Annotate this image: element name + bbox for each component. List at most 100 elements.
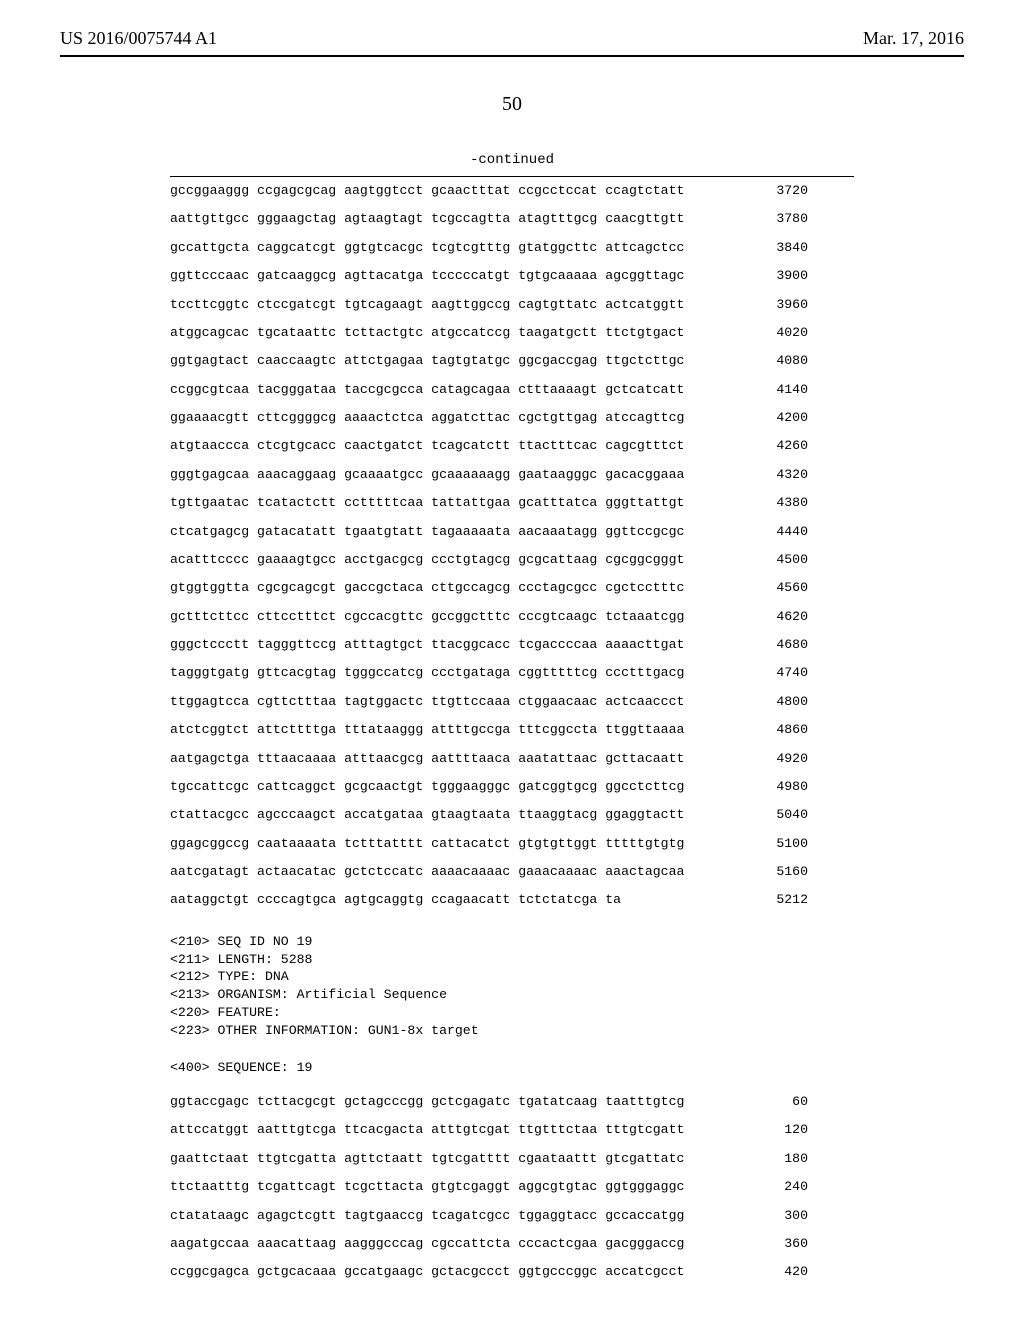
sequence-position: 4080 (730, 347, 808, 375)
sequence-row: ggtaccgagc tcttacgcgt gctagcccgg gctcgag… (170, 1088, 964, 1116)
sequence-text: ggaaaacgtt cttcggggcg aaaactctca aggatct… (170, 404, 730, 432)
sequence-row: ctattacgcc agcccaagct accatgataa gtaagta… (170, 801, 964, 829)
sequence-row: tagggtgatg gttcacgtag tgggccatcg ccctgat… (170, 659, 964, 687)
metadata-line: <220> FEATURE: (170, 1004, 964, 1022)
sequence-position: 4980 (730, 773, 808, 801)
sequence-position: 5212 (730, 886, 808, 914)
page-header: US 2016/0075744 A1 Mar. 17, 2016 (60, 28, 964, 49)
sequence-text: gggtgagcaa aaacaggaag gcaaaatgcc gcaaaaa… (170, 461, 730, 489)
sequence-text: gggctccctt tagggttccg atttagtgct ttacggc… (170, 631, 730, 659)
sequence-text: ctattacgcc agcccaagct accatgataa gtaagta… (170, 801, 730, 829)
page-container: US 2016/0075744 A1 Mar. 17, 2016 50 -con… (0, 0, 1024, 1320)
sequence-text: attccatggt aatttgtcga ttcacgacta atttgtc… (170, 1116, 730, 1144)
sequence-text: acatttcccc gaaaagtgcc acctgacgcg ccctgta… (170, 546, 730, 574)
sequence-row: aatgagctga tttaacaaaa atttaacgcg aatttta… (170, 745, 964, 773)
sequence-row: atggcagcac tgcataattc tcttactgtc atgccat… (170, 319, 964, 347)
sequence-position: 3840 (730, 234, 808, 262)
sequence-header: <400> SEQUENCE: 19 (170, 1060, 312, 1075)
sequence-position: 4440 (730, 518, 808, 546)
sequence-position: 5160 (730, 858, 808, 886)
sequence-position: 4680 (730, 631, 808, 659)
sequence-position: 4320 (730, 461, 808, 489)
sequence-row: acatttcccc gaaaagtgcc acctgacgcg ccctgta… (170, 546, 964, 574)
sequence-text: tgttgaatac tcatactctt cctttttcaa tattatt… (170, 489, 730, 517)
sequence-text: ggagcggccg caataaaata tctttatttt cattaca… (170, 830, 730, 858)
sequence-text: atggcagcac tgcataattc tcttactgtc atgccat… (170, 319, 730, 347)
sequence-text: ttggagtcca cgttctttaa tagtggactc ttgttcc… (170, 688, 730, 716)
sequence-row: ttctaatttg tcgattcagt tcgcttacta gtgtcga… (170, 1173, 964, 1201)
sequence-position: 60 (730, 1088, 808, 1116)
metadata-line: <211> LENGTH: 5288 (170, 951, 964, 969)
sequence-text: ccggcgtcaa tacgggataa taccgcgcca catagca… (170, 376, 730, 404)
sequence-position: 180 (730, 1145, 808, 1173)
metadata-line: <213> ORGANISM: Artificial Sequence (170, 986, 964, 1004)
sequence-position: 3780 (730, 205, 808, 233)
sequence-row: gggctccctt tagggttccg atttagtgct ttacggc… (170, 631, 964, 659)
header-rule (60, 55, 964, 57)
sequence-position: 4380 (730, 489, 808, 517)
sequence-position: 4500 (730, 546, 808, 574)
sequence-row: ggtgagtact caaccaagtc attctgagaa tagtgta… (170, 347, 964, 375)
sequence-row: aagatgccaa aaacattaag aagggcccag cgccatt… (170, 1230, 964, 1258)
sequence-text: ctcatgagcg gatacatatt tgaatgtatt tagaaaa… (170, 518, 730, 546)
sequence-position: 360 (730, 1230, 808, 1258)
sequence-row: gccattgcta caggcatcgt ggtgtcacgc tcgtcgt… (170, 234, 964, 262)
sequence-position: 120 (730, 1116, 808, 1144)
sequence-row: attccatggt aatttgtcga ttcacgacta atttgtc… (170, 1116, 964, 1144)
sequence-position: 5040 (730, 801, 808, 829)
sequence-row: ctatataagc agagctcgtt tagtgaaccg tcagatc… (170, 1202, 964, 1230)
sequence-row: ctcatgagcg gatacatatt tgaatgtatt tagaaaa… (170, 518, 964, 546)
sequence-text: atctcggtct attcttttga tttataaggg attttgc… (170, 716, 730, 744)
sequence-position: 3720 (730, 177, 808, 205)
sequence-text: gctttcttcc cttcctttct cgccacgttc gccggct… (170, 603, 730, 631)
sequence-text: aattgttgcc gggaagctag agtaagtagt tcgccag… (170, 205, 730, 233)
sequence-position: 4740 (730, 659, 808, 687)
sequence-position: 4800 (730, 688, 808, 716)
publication-date: Mar. 17, 2016 (863, 28, 964, 49)
sequence-row: ggagcggccg caataaaata tctttatttt cattaca… (170, 830, 964, 858)
sequence-row: gaattctaat ttgtcgatta agttctaatt tgtcgat… (170, 1145, 964, 1173)
sequence-position: 4020 (730, 319, 808, 347)
sequence-position: 3960 (730, 291, 808, 319)
sequence-text: aatgagctga tttaacaaaa atttaacgcg aatttta… (170, 745, 730, 773)
sequence-row: aattgttgcc gggaagctag agtaagtagt tcgccag… (170, 205, 964, 233)
sequence-position: 4560 (730, 574, 808, 602)
sequence-row: ccggcgtcaa tacgggataa taccgcgcca catagca… (170, 376, 964, 404)
sequence-position: 4860 (730, 716, 808, 744)
metadata-line: <223> OTHER INFORMATION: GUN1-8x target (170, 1022, 964, 1040)
sequence-position: 4200 (730, 404, 808, 432)
sequence-row: atgtaaccca ctcgtgcacc caactgatct tcagcat… (170, 432, 964, 460)
sequence-text: ggtgagtact caaccaagtc attctgagaa tagtgta… (170, 347, 730, 375)
sequence-text: ttctaatttg tcgattcagt tcgcttacta gtgtcga… (170, 1173, 730, 1201)
sequence-position: 240 (730, 1173, 808, 1201)
page-number: 50 (60, 93, 964, 116)
sequence-row: gccggaaggg ccgagcgcag aagtggtcct gcaactt… (170, 177, 964, 205)
metadata-line: <210> SEQ ID NO 19 (170, 933, 964, 951)
sequence-position: 4920 (730, 745, 808, 773)
sequence-text: tccttcggtc ctccgatcgt tgtcagaagt aagttgg… (170, 291, 730, 319)
sequence-position: 4140 (730, 376, 808, 404)
metadata-line: <212> TYPE: DNA (170, 968, 964, 986)
sequence-label: <400> SEQUENCE: 19 (170, 1054, 964, 1082)
sequence-text: gtggtggtta cgcgcagcgt gaccgctaca cttgcca… (170, 574, 730, 602)
sequence-row: ggttcccaac gatcaaggcg agttacatga tccccca… (170, 262, 964, 290)
sequence-text: tagggtgatg gttcacgtag tgggccatcg ccctgat… (170, 659, 730, 687)
sequence-position: 4260 (730, 432, 808, 460)
sequence-text: ggtaccgagc tcttacgcgt gctagcccgg gctcgag… (170, 1088, 730, 1116)
sequence-row: gctttcttcc cttcctttct cgccacgttc gccggct… (170, 603, 964, 631)
sequence-text: ctatataagc agagctcgtt tagtgaaccg tcagatc… (170, 1202, 730, 1230)
sequence-text: gccggaaggg ccgagcgcag aagtggtcct gcaactt… (170, 177, 730, 205)
sequence-listing-b: ggtaccgagc tcttacgcgt gctagcccgg gctcgag… (170, 1088, 964, 1287)
sequence-row: tgttgaatac tcatactctt cctttttcaa tattatt… (170, 489, 964, 517)
sequence-position: 300 (730, 1202, 808, 1230)
sequence-text: atgtaaccca ctcgtgcacc caactgatct tcagcat… (170, 432, 730, 460)
sequence-row: ccggcgagca gctgcacaaa gccatgaagc gctacgc… (170, 1258, 964, 1286)
sequence-position: 420 (730, 1258, 808, 1286)
sequence-row: ggaaaacgtt cttcggggcg aaaactctca aggatct… (170, 404, 964, 432)
sequence-text: ggttcccaac gatcaaggcg agttacatga tccccca… (170, 262, 730, 290)
sequence-text: gccattgcta caggcatcgt ggtgtcacgc tcgtcgt… (170, 234, 730, 262)
sequence-text: aatcgatagt actaacatac gctctccatc aaaacaa… (170, 858, 730, 886)
sequence-listing-a: gccggaaggg ccgagcgcag aagtggtcct gcaactt… (170, 177, 964, 915)
sequence-position: 4620 (730, 603, 808, 631)
sequence-row: tgccattcgc cattcaggct gcgcaactgt tgggaag… (170, 773, 964, 801)
